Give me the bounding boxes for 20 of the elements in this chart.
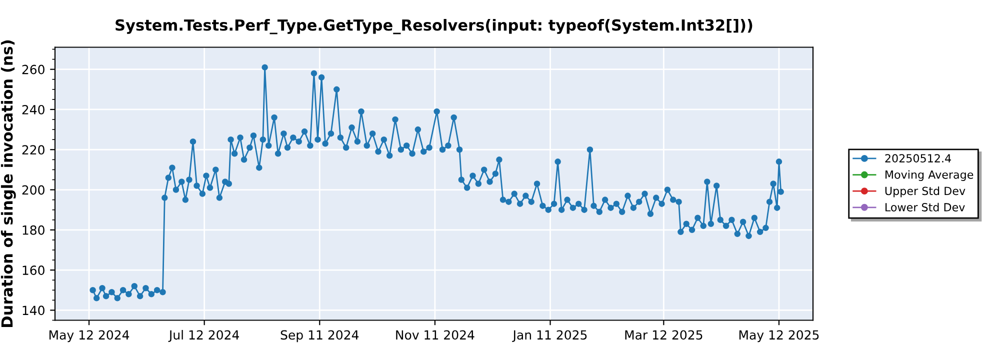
x-tick-label: Nov 11 2024 (396, 330, 474, 340)
y-tick-label: 160 (22, 266, 44, 275)
y-axis-title: Duration of single invocation (ns) (0, 40, 16, 327)
legend-label: Lower Std Dev (886, 202, 965, 212)
x-tick-label: Jan 11 2025 (512, 330, 587, 342)
y-tick-label: 240 (22, 104, 44, 114)
legend-label: Upper Std Dev (885, 186, 966, 198)
x-tick-label: May 12 2025 (739, 330, 819, 342)
y-tick-label: 180 (22, 225, 44, 235)
chart-title: System.Tests.Perf_Type.GetType_Resolvers(input: typeof(System.Int32[])) (116, 18, 752, 34)
x-tick-label: May 12 2024 (50, 330, 130, 342)
x-tick-label: Sep 11 2024 (280, 330, 359, 342)
y-tick-label: 260 (22, 64, 44, 74)
legend-label: 20250512.4 (885, 154, 951, 163)
x-tick-label: Mar 12 2025 (625, 330, 702, 340)
y-tick-label: 200 (22, 185, 44, 195)
x-tick-label: Jul 12 2024 (168, 330, 240, 342)
legend-label: Moving Average (886, 170, 974, 181)
y-tick-label: 140 (22, 306, 44, 316)
y-tick-label: 220 (22, 145, 44, 155)
